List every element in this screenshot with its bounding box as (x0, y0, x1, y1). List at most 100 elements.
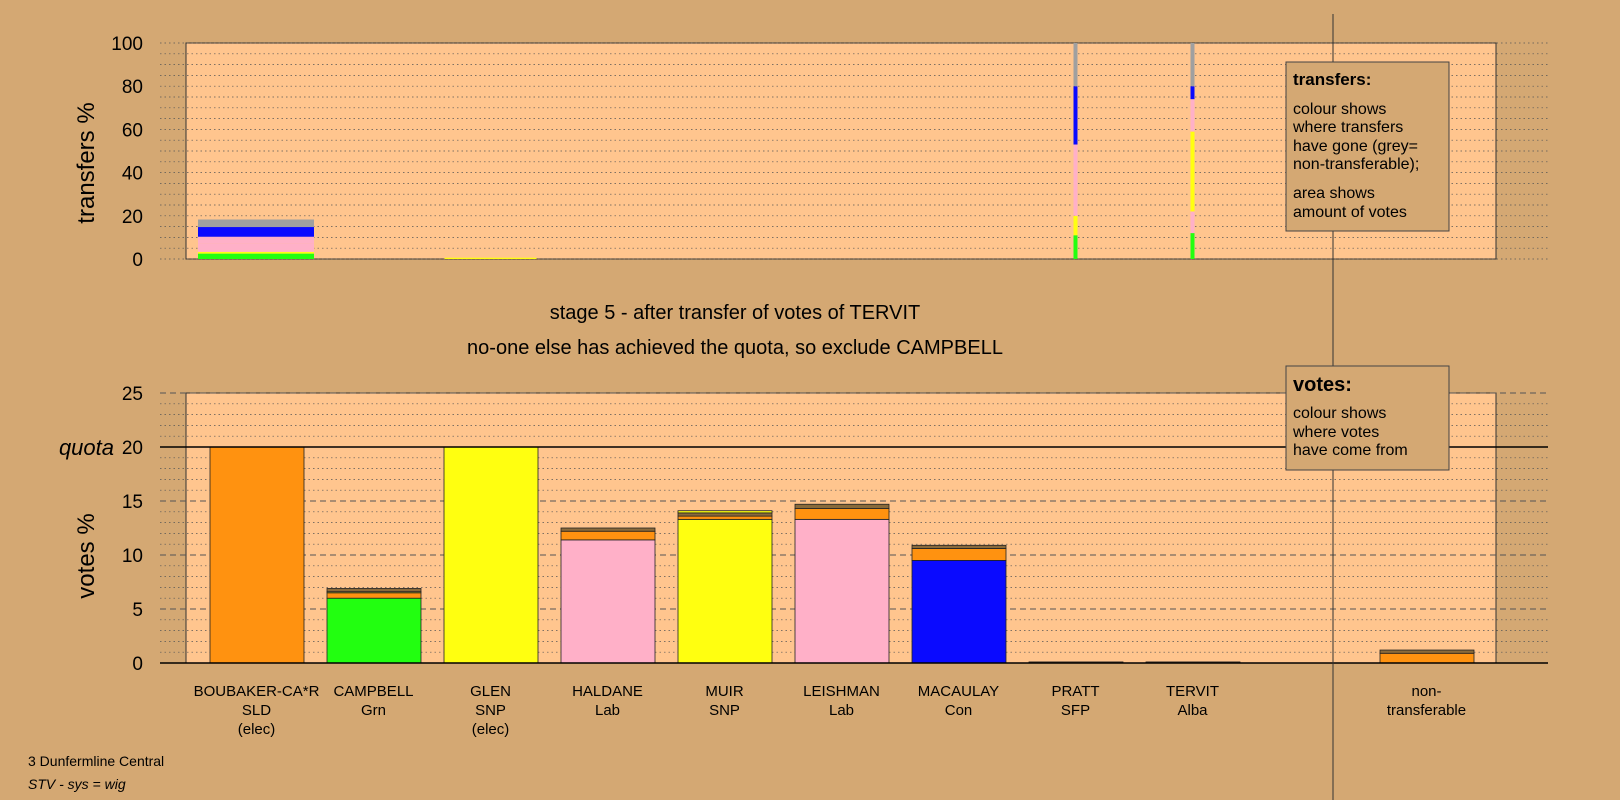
transfers-bars (198, 43, 1195, 259)
candidate-label: transferable (1387, 702, 1466, 719)
transfer-segment (1073, 235, 1078, 259)
transfer-segment (1190, 86, 1195, 100)
vote-segment (677, 510, 773, 514)
candidate-label: Alba (1177, 702, 1208, 719)
transfers-legend-title: transfers: (1293, 70, 1371, 89)
vote-segment (326, 597, 422, 664)
candidate-label: Grn (361, 702, 386, 719)
votes-y-axis-title: votes % (73, 513, 100, 598)
candidate-label: SFP (1061, 702, 1090, 719)
candidate-label: Lab (829, 702, 854, 719)
votes-y-tick-label: 25 (122, 384, 143, 405)
candidate-label: BOUBAKER-CA*R (194, 683, 320, 700)
vote-segment (326, 592, 422, 599)
transfers-y-tick-label: 60 (122, 120, 143, 141)
candidate-label: SLD (242, 702, 271, 719)
transfers-y-tick-label: 0 (132, 250, 143, 271)
candidate-label: TERVIT (1166, 683, 1219, 700)
transfer-segment (198, 251, 314, 254)
transfer-segment (1190, 43, 1195, 87)
stage-heading: stage 5 - after transfer of votes of TER… (550, 302, 921, 324)
candidate-label: MACAULAY (918, 683, 999, 700)
vote-segment (794, 518, 890, 664)
vote-segment (1379, 652, 1475, 664)
transfers-y-tick-label: 100 (111, 34, 143, 55)
transfer-segment (198, 219, 314, 228)
transfers-chart: 0 20 40 60 80 100 transfers % (73, 34, 1548, 271)
transfers-legend-line: colour shows (1293, 101, 1386, 118)
candidate-label: CAMPBELL (333, 683, 413, 700)
votes-legend-title: votes: (1293, 374, 1352, 396)
transfers-legend-box (1285, 61, 1450, 232)
candidate-label: LEISHMAN (803, 683, 880, 700)
candidate-label: PRATT (1051, 683, 1099, 700)
transfers-y-ticks: 0 20 40 60 80 100 (111, 34, 143, 271)
vote-segment (560, 539, 656, 664)
candidate-label: non- (1411, 683, 1441, 700)
vote-segment (911, 560, 1007, 664)
transfer-segment (1073, 215, 1078, 236)
vote-segment (677, 515, 773, 520)
vote-segment (560, 530, 656, 541)
transfer-segment (1190, 131, 1195, 212)
vote-segment (794, 503, 890, 509)
candidate-label: Con (945, 702, 973, 719)
vote-segment (560, 527, 656, 532)
votes-y-tick-label: 0 (132, 654, 143, 675)
transfer-segment (1190, 99, 1195, 132)
transfers-legend-line: area shows (1293, 185, 1375, 202)
transfer-segment (198, 253, 314, 259)
votes-y-tick-label: 5 (132, 600, 143, 621)
vote-segment (209, 446, 305, 664)
stage-subheading: no-one else has achieved the quota, so e… (467, 337, 1003, 359)
vote-segment (443, 446, 539, 664)
ward-name: 3 Dunfermline Central (28, 753, 164, 769)
transfers-y-tick-label: 20 (122, 207, 143, 228)
transfer-segment (1190, 211, 1195, 234)
candidate-label: (elec) (472, 721, 510, 738)
vote-segment (326, 588, 422, 593)
candidate-label: MUIR (705, 683, 743, 700)
votes-legend-line: where votes (1292, 424, 1379, 441)
votes-y-ticks: 0 5 10 15 25 20 (122, 384, 143, 675)
votes-legend-box (1285, 365, 1450, 471)
vote-segment (911, 548, 1007, 561)
vote-segment (1379, 649, 1475, 654)
votes-chart: 0 5 10 15 25 20 quota votes % BOUBAKER-CA*R SL… (59, 384, 1548, 738)
vote-segment (677, 518, 773, 664)
transfer-segment (1073, 86, 1078, 145)
transfer-segment (1073, 144, 1078, 216)
vote-segment (794, 508, 890, 520)
votes-legend-line: colour shows (1293, 405, 1386, 422)
transfers-legend-line: amount of votes (1293, 204, 1407, 221)
votes-legend-line: have come from (1293, 442, 1408, 459)
transfer-segment (1073, 43, 1078, 87)
transfer-segment (198, 227, 314, 237)
transfer-segment (1190, 233, 1195, 259)
transfers-legend-line: where transfers (1292, 119, 1403, 136)
candidate-label: HALDANE (572, 683, 643, 700)
transfers-y-axis-title: transfers % (73, 102, 100, 223)
votes-y-tick-label: 10 (122, 546, 143, 567)
candidate-label: (elec) (238, 721, 276, 738)
transfers-legend-line: non-transferable); (1293, 156, 1419, 173)
transfer-segment (198, 236, 314, 244)
candidate-labels: BOUBAKER-CA*R SLD (elec) CAMPBELL Grn GLEN SNP… (194, 683, 1467, 738)
candidate-label: GLEN (470, 683, 511, 700)
transfer-segment (198, 243, 314, 252)
candidate-label: SNP (709, 702, 740, 719)
votes-bars (209, 446, 1475, 664)
transfers-legend: transfers: colour shows where transfers … (1285, 61, 1450, 232)
vote-segment (677, 512, 773, 517)
transfers-y-tick-label: 80 (122, 77, 143, 98)
votes-y-tick-label: 20 (122, 438, 143, 459)
votes-legend: votes: colour shows where votes have com… (1285, 365, 1450, 471)
transfer-segment (444, 257, 537, 259)
candidate-label: Lab (595, 702, 620, 719)
quota-label: quota (59, 435, 114, 460)
transfers-y-tick-label: 40 (122, 164, 143, 185)
vote-segment (911, 544, 1007, 549)
system-note: STV - sys = wig (28, 776, 126, 792)
transfers-legend-line: have gone (grey= (1293, 138, 1418, 155)
